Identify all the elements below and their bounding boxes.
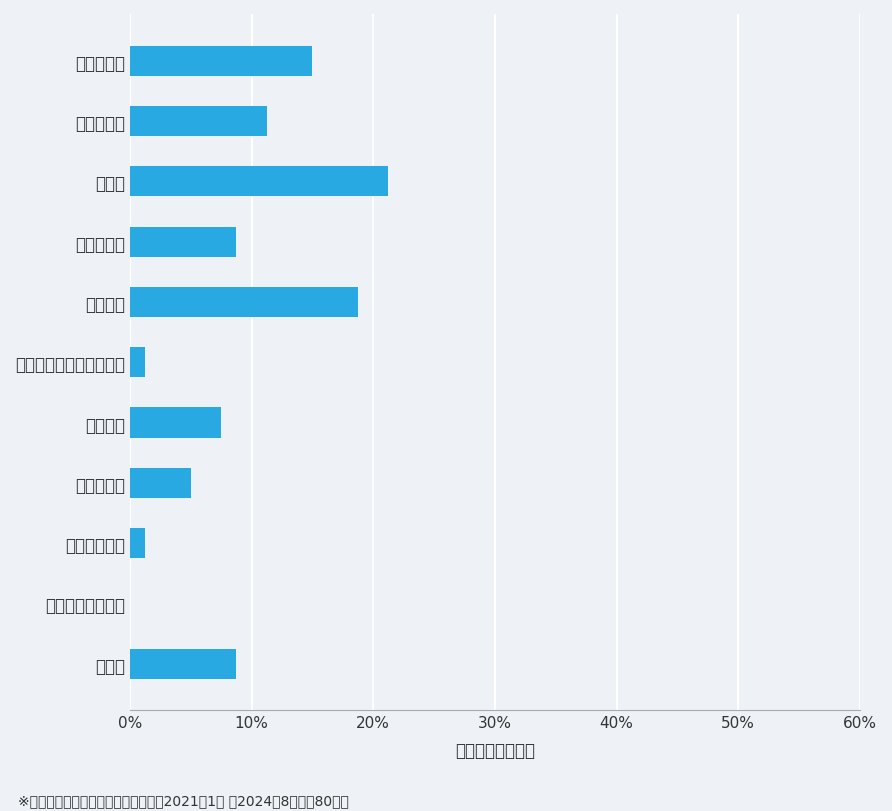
Text: ※弾社受付の案件を対象に集計（期間2021年1月 ～2024年8月、記80件）: ※弾社受付の案件を対象に集計（期間2021年1月 ～2024年8月、記80件）	[18, 793, 349, 807]
Bar	[130, 649, 236, 679]
Bar	[130, 348, 145, 378]
Bar	[130, 529, 145, 559]
Bar	[130, 107, 267, 137]
Bar	[130, 468, 191, 498]
Bar	[130, 288, 358, 318]
X-axis label: 件数の割合（％）: 件数の割合（％）	[455, 741, 535, 760]
Bar	[130, 167, 388, 197]
Bar	[130, 408, 221, 438]
Bar	[130, 227, 236, 257]
Bar	[130, 46, 312, 77]
